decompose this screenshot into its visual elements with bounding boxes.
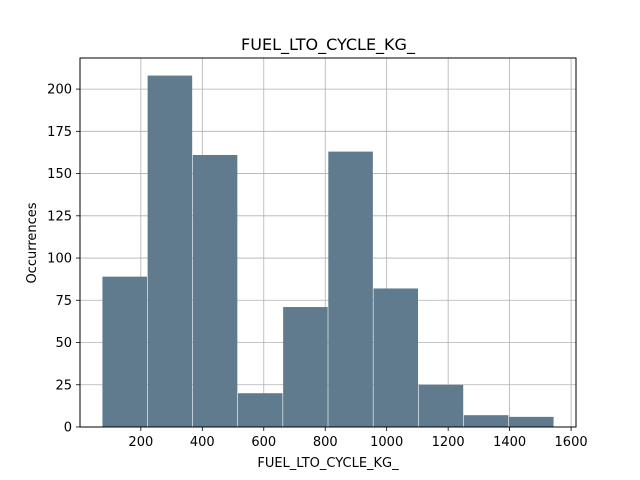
histogram-bar [373, 288, 419, 427]
x-tick-label: 600 [251, 435, 276, 450]
histogram-bar [328, 151, 373, 427]
y-tick-label: 125 [47, 209, 72, 224]
x-axis-label: FUEL_LTO_CYCLE_KG_ [257, 456, 399, 471]
histogram-bar [463, 415, 509, 427]
y-tick-label: 75 [55, 294, 72, 309]
x-tick-label: 1000 [370, 435, 403, 450]
histogram-bar [509, 416, 554, 427]
histogram-bar [102, 276, 147, 427]
y-tick-label: 25 [55, 378, 72, 393]
x-axis-ticks: 200 400 600 800 1000 1200 1400 1600 [128, 427, 588, 450]
histogram-bar [418, 384, 464, 427]
y-tick-label: 0 [64, 421, 72, 436]
histogram-bar [192, 154, 238, 427]
histogram-bar [283, 307, 328, 427]
x-tick-label: 1400 [493, 435, 526, 450]
histogram-bar [237, 393, 283, 427]
y-tick-label: 175 [47, 125, 72, 140]
y-tick-label: 100 [47, 252, 72, 267]
x-tick-label: 800 [313, 435, 338, 450]
y-axis-label: Occurrences [25, 202, 40, 283]
bars [102, 75, 554, 428]
y-tick-label: 150 [47, 167, 72, 182]
chart-title: FUEL_LTO_CYCLE_KG_ [241, 35, 416, 55]
y-tick-label: 50 [55, 336, 72, 351]
plot-frame [79, 57, 577, 428]
x-tick-label: 1200 [432, 435, 465, 450]
x-tick-label: 1600 [555, 435, 588, 450]
x-tick-label: 400 [190, 435, 215, 450]
y-tick-label: 200 [47, 83, 72, 98]
histogram-bar [147, 75, 193, 428]
x-tick-label: 200 [128, 435, 153, 450]
y-axis-ticks: 0 25 50 75 100 125 150 175 200 [47, 83, 80, 436]
